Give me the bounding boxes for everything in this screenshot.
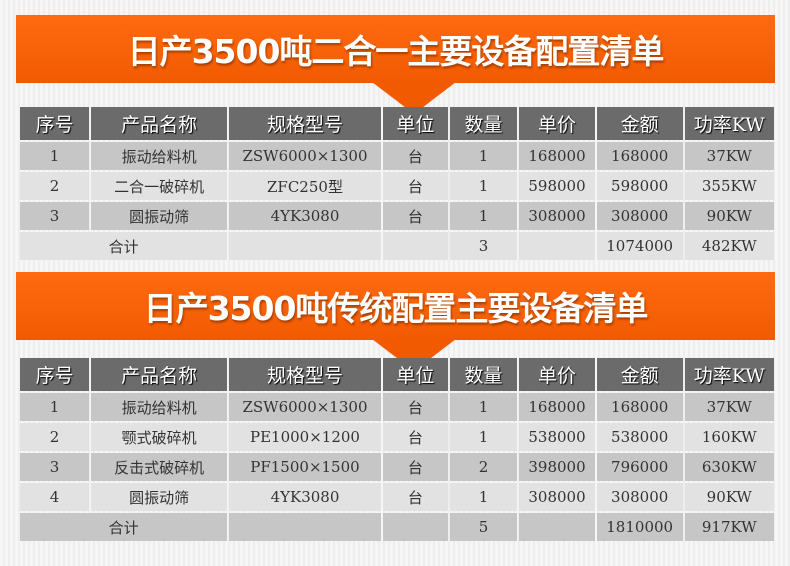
table-cell: ZSW6000×1300	[229, 393, 381, 421]
table-cell: 796000	[596, 453, 683, 481]
column-header: 功率KW	[684, 107, 774, 140]
table-cell: 1	[20, 142, 90, 170]
table-cell: 圆振动筛	[91, 483, 228, 511]
column-header: 数量	[449, 107, 518, 140]
table-cell: 355KW	[684, 172, 774, 200]
table-cell: 反击式破碎机	[91, 453, 228, 481]
table-cell: 1	[449, 142, 518, 170]
table-cell: 3	[20, 453, 90, 481]
table-row: 3 反击式破碎机 PF1500×1500 台 2 398000 796000 630KW	[20, 453, 774, 481]
table-row: 3 圆振动筛 4YK3080 台 1 308000 308000 90KW	[20, 202, 774, 230]
column-header: 规格型号	[229, 107, 381, 140]
table-cell: 2	[20, 423, 90, 451]
table2-title: 日产3500吨传统配置主要设备清单	[16, 272, 775, 340]
table-row: 4 圆振动筛 4YK3080 台 1 308000 308000 90KW	[20, 483, 774, 511]
column-header: 产品名称	[91, 107, 228, 140]
table-cell: 308000	[596, 483, 683, 511]
table-cell: 4YK3080	[229, 483, 381, 511]
table-cell: 颚式破碎机	[91, 423, 228, 451]
table-cell: 168000	[596, 393, 683, 421]
equipment-table-2: 序号 产品名称 规格型号 单位 数量 单价 金额 功率KW 1 振动给料机 ZSW6000×1300…	[18, 356, 776, 543]
total-amount: 1810000	[596, 513, 683, 541]
total-label: 合计	[20, 232, 228, 260]
table-cell: 二合一破碎机	[91, 172, 228, 200]
table-cell: 台	[382, 142, 448, 170]
column-header: 单位	[382, 358, 448, 391]
table-cell: 160KW	[684, 423, 774, 451]
table-cell: PF1500×1500	[229, 453, 381, 481]
equipment-table-1: 序号 产品名称 规格型号 单位 数量 单价 金额 功率KW 1 振动给料机 ZSW6000×1300…	[18, 105, 776, 262]
table-cell: 1	[449, 423, 518, 451]
column-header: 功率KW	[684, 358, 774, 391]
table-cell: ZSW6000×1300	[229, 142, 381, 170]
column-header: 单价	[519, 358, 595, 391]
table-cell: 台	[382, 483, 448, 511]
table-cell: 振动给料机	[91, 142, 228, 170]
total-power: 917KW	[684, 513, 774, 541]
column-header: 规格型号	[229, 358, 381, 391]
table-cell: 308000	[596, 202, 683, 230]
table-cell: 90KW	[684, 483, 774, 511]
total-label: 合计	[20, 513, 228, 541]
header-row: 序号 产品名称 规格型号 单位 数量 单价 金额 功率KW	[20, 358, 774, 391]
column-header: 单位	[382, 107, 448, 140]
table-cell: 2	[449, 453, 518, 481]
table-cell: 1	[449, 483, 518, 511]
table-cell: ZFC250型	[229, 172, 381, 200]
table-cell: 台	[382, 423, 448, 451]
column-header: 序号	[20, 107, 90, 140]
table-cell: 168000	[519, 393, 595, 421]
table-cell: 37KW	[684, 393, 774, 421]
column-header: 金额	[596, 107, 683, 140]
table-cell: 168000	[519, 142, 595, 170]
table-cell: 4YK3080	[229, 202, 381, 230]
table-cell: 台	[382, 393, 448, 421]
table-cell: 598000	[596, 172, 683, 200]
table-cell: 598000	[519, 172, 595, 200]
table-cell: 308000	[519, 202, 595, 230]
column-header: 序号	[20, 358, 90, 391]
total-amount: 1074000	[596, 232, 683, 260]
table-cell: 538000	[596, 423, 683, 451]
header-row: 序号 产品名称 规格型号 单位 数量 单价 金额 功率KW	[20, 107, 774, 140]
table-cell: 4	[20, 483, 90, 511]
table-cell: 台	[382, 453, 448, 481]
table-row: 2 二合一破碎机 ZFC250型台 1 598000 598000 355KW	[20, 172, 774, 200]
table-cell: 1	[449, 202, 518, 230]
table-cell: 1	[449, 172, 518, 200]
total-qty: 3	[449, 232, 518, 260]
total-row: 合计 5 1810000 917KW	[20, 513, 774, 541]
table-cell: 振动给料机	[91, 393, 228, 421]
table-cell: 台	[382, 202, 448, 230]
table-row: 2 颚式破碎机 PE1000×1200 台 1 538000 538000 160KW	[20, 423, 774, 451]
column-header: 产品名称	[91, 358, 228, 391]
table-row: 1 振动给料机 ZSW6000×1300 台 1 168000 168000 37KW	[20, 142, 774, 170]
table-cell: 308000	[519, 483, 595, 511]
table-cell: 2	[20, 172, 90, 200]
column-header: 数量	[449, 358, 518, 391]
table-cell: 1	[20, 393, 90, 421]
table-cell: 1	[449, 393, 518, 421]
table-cell: PE1000×1200	[229, 423, 381, 451]
table-row: 1 振动给料机 ZSW6000×1300 台 1 168000 168000 37KW	[20, 393, 774, 421]
table-cell: 37KW	[684, 142, 774, 170]
total-row: 合计 3 1074000 482KW	[20, 232, 774, 260]
table-cell: 168000	[596, 142, 683, 170]
column-header: 金额	[596, 358, 683, 391]
column-header: 单价	[519, 107, 595, 140]
table-cell: 398000	[519, 453, 595, 481]
table1-title: 日产3500吨二合一主要设备配置清单	[16, 15, 775, 83]
table-cell: 圆振动筛	[91, 202, 228, 230]
table-cell: 538000	[519, 423, 595, 451]
total-qty: 5	[449, 513, 518, 541]
table-cell: 630KW	[684, 453, 774, 481]
table-cell: 90KW	[684, 202, 774, 230]
table-cell: 3	[20, 202, 90, 230]
table-cell: 台	[382, 172, 448, 200]
total-power: 482KW	[684, 232, 774, 260]
